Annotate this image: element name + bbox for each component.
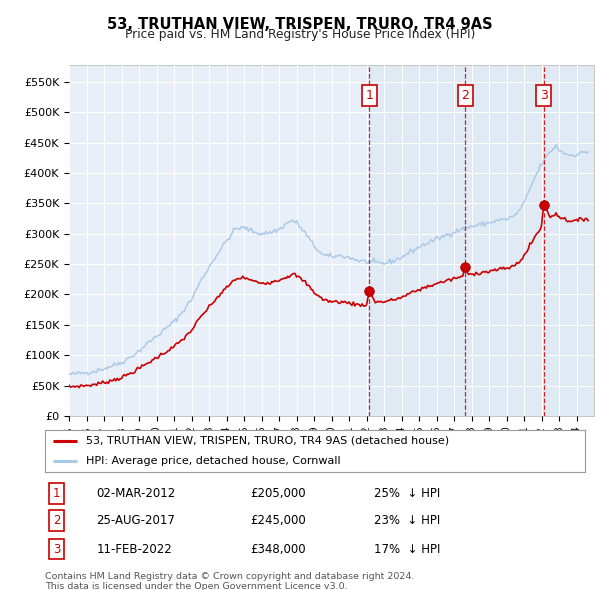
Text: 17%  ↓ HPI: 17% ↓ HPI [374,543,441,556]
Text: 53, TRUTHAN VIEW, TRISPEN, TRURO, TR4 9AS: 53, TRUTHAN VIEW, TRISPEN, TRURO, TR4 9A… [107,17,493,31]
Text: 02-MAR-2012: 02-MAR-2012 [96,487,176,500]
Text: £348,000: £348,000 [250,543,306,556]
Text: 53, TRUTHAN VIEW, TRISPEN, TRURO, TR4 9AS (detached house): 53, TRUTHAN VIEW, TRISPEN, TRURO, TR4 9A… [86,436,449,446]
Text: £245,000: £245,000 [250,514,306,527]
Text: Price paid vs. HM Land Registry's House Price Index (HPI): Price paid vs. HM Land Registry's House … [125,28,475,41]
Text: 11-FEB-2022: 11-FEB-2022 [96,543,172,556]
Text: 2: 2 [53,514,61,527]
Bar [370,65,594,416]
Text: HPI: Average price, detached house, Cornwall: HPI: Average price, detached house, Corn… [86,455,340,466]
Text: 25%  ↓ HPI: 25% ↓ HPI [374,487,440,500]
Text: 2: 2 [461,88,469,101]
Text: 23%  ↓ HPI: 23% ↓ HPI [374,514,440,527]
Text: 25-AUG-2017: 25-AUG-2017 [96,514,175,527]
Text: This data is licensed under the Open Government Licence v3.0.: This data is licensed under the Open Gov… [45,582,347,590]
Text: 1: 1 [53,487,61,500]
Text: Contains HM Land Registry data © Crown copyright and database right 2024.: Contains HM Land Registry data © Crown c… [45,572,415,581]
Text: £205,000: £205,000 [250,487,306,500]
Text: 1: 1 [365,88,373,101]
Text: 3: 3 [53,543,61,556]
Text: 3: 3 [539,88,548,101]
